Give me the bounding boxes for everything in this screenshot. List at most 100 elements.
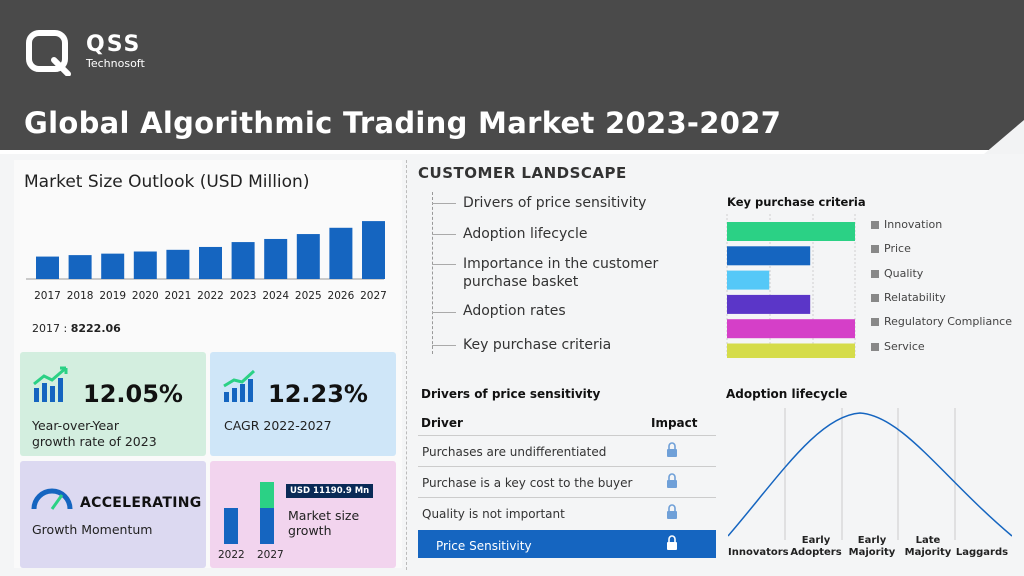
- kpc-legend-item: Price: [871, 242, 911, 255]
- growth-label-2: growth: [288, 523, 332, 538]
- lock-icon: [666, 473, 678, 493]
- panel-divider: [406, 160, 409, 570]
- x-tick-label: 2019: [99, 290, 126, 302]
- adoption-stage-label: Early Majority: [848, 535, 896, 558]
- x-tick-label: 2017: [34, 290, 61, 302]
- base-year-label: 2017 :: [32, 322, 68, 335]
- x-tick-label: 2018: [67, 290, 94, 302]
- landscape-tick: [432, 264, 456, 265]
- growth-mini-chart: [222, 482, 278, 548]
- table-row: Purchase is a key cost to the buyer: [418, 466, 716, 497]
- landscape-tick: [432, 234, 456, 235]
- driver-text: Purchase is a key cost to the buyer: [422, 476, 633, 490]
- qss-logo-icon: [26, 30, 72, 77]
- driver-text: Quality is not important: [422, 507, 565, 521]
- kpc-bar-relatability: [727, 294, 811, 314]
- yoy-label-1: Year-over-Year: [32, 418, 119, 433]
- kpc-legend-item: Service: [871, 340, 925, 353]
- kpc-legend-item: Relatability: [871, 291, 946, 304]
- x-tick-label: 2024: [262, 290, 289, 302]
- momentum-value: ACCELERATING: [80, 495, 202, 511]
- cagr-label: CAGR 2022-2027: [224, 418, 332, 433]
- kpc-legend-item: Quality: [871, 267, 923, 280]
- landscape-tick: [432, 312, 456, 313]
- base-year-row: 2017 : 8222.06: [32, 322, 121, 335]
- kpc-legend-label: Regulatory Compliance: [884, 315, 1012, 329]
- adoption-stage-label: Innovators: [728, 547, 789, 558]
- page-title: Global Algorithmic Trading Market 2023-2…: [24, 106, 782, 140]
- bar-growth-icon: [32, 366, 72, 410]
- gauge-icon: [30, 485, 74, 515]
- bar-2020: [133, 251, 157, 279]
- adoption-stage-label: Late Majority: [904, 535, 952, 558]
- table-row: Purchases are undifferentiated: [418, 435, 716, 466]
- landscape-item: Key purchase criteria: [463, 337, 612, 353]
- growth-year-a: 2022: [218, 549, 245, 561]
- brand-sub: Technosoft: [86, 57, 145, 70]
- header-banner: [0, 0, 1024, 150]
- legend-marker-icon: [871, 342, 879, 351]
- growth-label-1: Market size: [288, 508, 360, 523]
- kpc-chart: [726, 214, 856, 358]
- header-corner: [984, 120, 1024, 154]
- driver-text: Price Sensitivity: [436, 539, 532, 553]
- kpc-legend-label: Service: [884, 339, 925, 353]
- x-tick-label: 2023: [230, 290, 257, 302]
- landscape-item: Adoption lifecycle: [463, 226, 588, 242]
- cagr-card: [210, 352, 396, 456]
- legend-marker-icon: [871, 245, 879, 254]
- growth-card: [210, 461, 396, 568]
- bar-2022: [199, 246, 222, 279]
- kpc-bar-price: [727, 246, 811, 266]
- bar-2027: [362, 221, 385, 279]
- market-size-title: Market Size Outlook (USD Million): [24, 172, 310, 192]
- bar-2024: [264, 238, 288, 279]
- x-tick-label: 2026: [328, 290, 355, 302]
- brand: QSS Technosoft: [86, 33, 145, 71]
- kpc-title: Key purchase criteria: [727, 195, 866, 209]
- legend-marker-icon: [871, 293, 879, 302]
- adoption-curve: [728, 408, 1012, 540]
- legend-marker-icon: [871, 221, 879, 229]
- kpc-legend-label: Price: [884, 242, 911, 256]
- kpc-legend-label: Quality: [884, 266, 924, 280]
- growth-badge: USD 11190.9 Mn: [286, 484, 374, 498]
- kpc-legend-label: Innovation: [884, 218, 943, 231]
- lock-icon: [666, 442, 678, 462]
- landscape-line: [432, 192, 434, 354]
- drivers-title: Drivers of price sensitivity: [421, 387, 601, 401]
- driver-text: Purchases are undifferentiated: [422, 445, 607, 459]
- col-driver: Driver: [421, 416, 463, 430]
- momentum-card: [20, 461, 206, 568]
- bar-2023: [231, 242, 255, 279]
- landscape-item: purchase basket: [463, 274, 579, 290]
- bar-2018: [68, 255, 92, 279]
- landscape-item: Drivers of price sensitivity: [463, 195, 647, 211]
- x-tick-label: 2020: [132, 290, 159, 302]
- customer-landscape-title: CUSTOMER LANDSCAPE: [418, 164, 627, 182]
- col-impact: Impact: [651, 416, 698, 430]
- cagr-value: 12.23%: [268, 380, 368, 408]
- adoption-stage-label: Early Adopters: [790, 535, 842, 558]
- adoption-line: [728, 412, 1012, 537]
- yoy-label-2: growth rate of 2023: [32, 434, 157, 449]
- x-tick-label: 2027: [360, 290, 387, 302]
- bar-2017: [36, 256, 59, 279]
- bar-2019: [101, 253, 125, 279]
- legend-marker-icon: [871, 269, 879, 278]
- landscape-item: Adoption rates: [463, 303, 566, 319]
- brand-name: QSS: [86, 32, 142, 57]
- yoy-value: 12.05%: [83, 380, 183, 408]
- kpc-legend-item: Innovation: [871, 218, 942, 231]
- kpc-bar-regulatory-compliance: [727, 319, 855, 339]
- kpc-bar-innovation: [727, 222, 855, 241]
- adoption-stage-label: Laggards: [955, 547, 1009, 558]
- bar-2026: [329, 227, 353, 279]
- x-tick-label: 2025: [295, 290, 322, 302]
- x-tick-label: 2021: [165, 290, 192, 302]
- kpc-bar-service: [727, 343, 855, 358]
- landscape-tick: [432, 345, 456, 346]
- table-row-highlighted[interactable]: Price Sensitivity: [418, 530, 716, 558]
- yoy-card: [20, 352, 206, 456]
- bar-2025: [296, 234, 320, 279]
